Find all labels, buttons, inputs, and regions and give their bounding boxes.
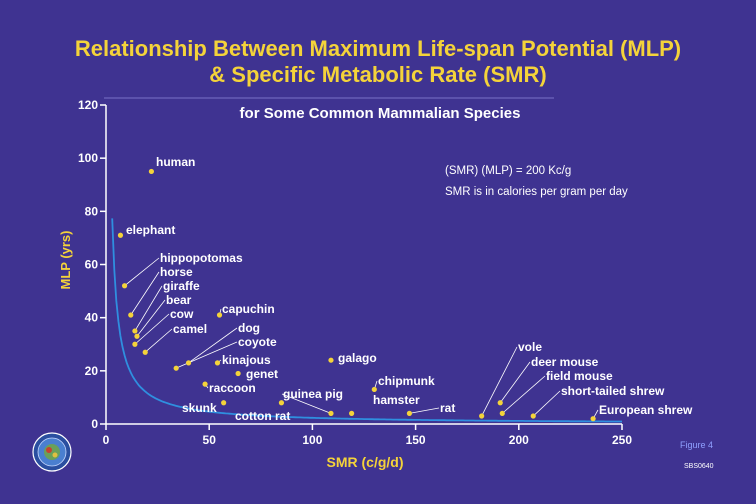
point-label-giraffe: giraffe xyxy=(163,279,200,293)
data-point-vole xyxy=(479,413,485,419)
y-tick-label: 40 xyxy=(85,311,99,325)
leader-line-rat xyxy=(409,407,440,414)
data-point-short-tailed-shrew xyxy=(530,413,536,419)
leader-line-giraffe xyxy=(134,285,163,332)
point-label-chipmunk: chipmunk xyxy=(378,374,435,388)
x-tick-label: 50 xyxy=(203,433,217,447)
y-tick-label: 100 xyxy=(78,151,98,165)
point-label-hamster: hamster xyxy=(373,393,420,407)
data-point-cotton-rat xyxy=(278,400,285,406)
leader-line-guinea-pig xyxy=(281,393,332,414)
data-point-horse xyxy=(128,312,134,318)
data-point-elephant xyxy=(117,232,124,238)
leader-line-field-mouse xyxy=(502,375,546,414)
point-label-cow: cow xyxy=(170,307,194,321)
x-tick-label: 200 xyxy=(509,433,529,447)
formula-annotation: (SMR) (MLP) = 200 Kc/g xyxy=(445,165,571,177)
data-point-skunk xyxy=(221,400,227,406)
point-label-coyote: coyote xyxy=(238,335,277,349)
y-tick-label: 0 xyxy=(91,417,98,431)
figure-label: Figure 4 xyxy=(680,440,714,450)
data-point-bear xyxy=(134,333,140,339)
chart-subtitle: for Some Common Mammalian Species xyxy=(240,105,521,122)
data-point-camel xyxy=(142,349,148,355)
leader-line-vole xyxy=(481,346,518,417)
slide-title-line-1: Relationship Between Maximum Life-span P… xyxy=(74,36,682,61)
data-point-field-mouse xyxy=(499,410,505,416)
point-label-deer-mouse: deer mouse xyxy=(531,355,599,369)
y-tick-label: 20 xyxy=(85,364,99,378)
data-point-chipmunk xyxy=(371,386,377,393)
point-label-european-shrew: European shrew xyxy=(599,403,693,417)
point-label-guinea-pig: guinea pig xyxy=(283,387,343,401)
fit-curve xyxy=(111,218,622,423)
point-label-vole: vole xyxy=(518,340,542,354)
data-point-hamster xyxy=(349,410,355,416)
point-label-capuchin: capuchin xyxy=(222,302,275,316)
data-point-genet xyxy=(235,370,241,377)
point-label-genet: genet xyxy=(246,367,278,381)
point-label-dog: dog xyxy=(238,321,260,335)
y-axis-label: MLP (yrs) xyxy=(58,231,73,290)
point-label-cotton-rat: cotton rat xyxy=(235,409,290,423)
data-point-galago xyxy=(328,357,334,363)
x-tick-label: 250 xyxy=(612,433,632,447)
point-label-rat: rat xyxy=(440,401,455,415)
point-label-bear: bear xyxy=(166,293,192,307)
y-tick-label: 80 xyxy=(85,204,99,218)
data-point-kinajous xyxy=(214,360,221,366)
leader-line-horse xyxy=(130,271,160,316)
leader-line-dog xyxy=(188,327,238,364)
point-label-hippopotomas: hippopotomas xyxy=(160,251,243,265)
point-label-short-tailed-shrew: short-tailed shrew xyxy=(561,384,665,398)
x-axis-label: SMR (c/g/d) xyxy=(327,454,404,470)
point-label-skunk: skunk xyxy=(182,401,217,415)
point-label-raccoon: raccoon xyxy=(209,381,256,395)
units-annotation: SMR is in calories per gram per day xyxy=(445,186,628,198)
leader-line-cow xyxy=(134,313,170,345)
leader-line-short-tailed-shrew xyxy=(532,390,561,417)
data-point-cow xyxy=(132,341,138,347)
slide-title-line-2: & Specific Metabolic Rate (SMR) xyxy=(209,62,547,87)
point-label-camel: camel xyxy=(173,322,207,336)
point-label-kinajous: kinajous xyxy=(222,353,271,367)
x-tick-label: 150 xyxy=(406,433,426,447)
figure-code: SBS0640 xyxy=(684,463,714,470)
leader-line-bear xyxy=(136,299,166,337)
data-point-human xyxy=(148,168,155,175)
data-point-giraffe xyxy=(132,328,138,334)
y-tick-label: 120 xyxy=(78,98,98,112)
leader-line-hippopotomas xyxy=(124,257,160,287)
data-point-deer-mouse xyxy=(497,400,503,406)
data-point-european-shrew xyxy=(590,416,596,422)
data-point-guinea-pig xyxy=(328,410,334,416)
data-point-rat xyxy=(406,410,413,416)
point-label-elephant: elephant xyxy=(126,223,175,237)
data-point-dog xyxy=(185,360,192,366)
leader-line-camel xyxy=(144,328,173,353)
data-point-hippopotomas xyxy=(121,283,128,289)
seal-emblem-icon xyxy=(32,432,72,472)
data-point-coyote xyxy=(173,365,179,371)
y-tick-label: 60 xyxy=(85,258,99,272)
x-tick-label: 0 xyxy=(103,433,110,447)
point-label-human: human xyxy=(156,155,195,169)
point-label-field-mouse: field mouse xyxy=(546,369,613,383)
leader-line-deer-mouse xyxy=(499,361,531,403)
data-point-raccoon xyxy=(202,381,208,387)
data-point-capuchin xyxy=(216,312,223,318)
point-label-horse: horse xyxy=(160,265,193,279)
x-tick-label: 100 xyxy=(302,433,322,447)
point-label-galago: galago xyxy=(338,351,377,365)
axes: 0 50 100 150 200 250 0 20 40 60 80 100 120 xyxy=(78,98,632,447)
